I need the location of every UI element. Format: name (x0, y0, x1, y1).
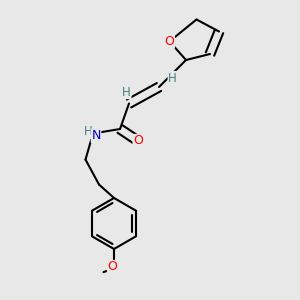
Text: O: O (108, 260, 117, 274)
Text: H: H (168, 71, 177, 85)
Text: O: O (165, 35, 174, 48)
Text: O: O (133, 134, 143, 148)
Text: N: N (91, 129, 101, 142)
Text: H: H (84, 125, 93, 139)
Text: H: H (122, 85, 131, 99)
